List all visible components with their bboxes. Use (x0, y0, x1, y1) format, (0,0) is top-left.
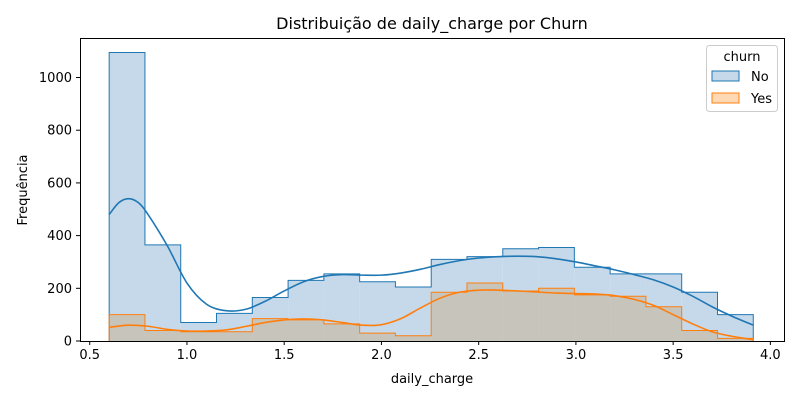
bar-overlap (538, 288, 575, 341)
bar-overlap (395, 335, 432, 341)
y-tick-label: 400 (47, 229, 72, 244)
bar-overlap (681, 330, 718, 341)
bar-overlap (288, 319, 324, 341)
x-axis-label: daily_charge (391, 372, 473, 387)
legend-label-no: No (751, 70, 769, 85)
legend: churn No Yes (706, 45, 778, 112)
x-tick-label: 4.0 (760, 348, 781, 363)
bar-no (395, 286, 432, 341)
x-tick-label: 1.0 (177, 348, 198, 363)
bar-overlap (467, 283, 503, 341)
bar-overlap (359, 333, 396, 341)
bar-no (359, 281, 396, 341)
plot-area (108, 51, 754, 341)
legend-title: churn (724, 50, 761, 65)
x-tick-label: 1.5 (274, 348, 295, 363)
y-tick-label: 0 (64, 335, 72, 350)
kde-line-yes (109, 289, 754, 341)
bar-no (109, 52, 145, 341)
chart-title: Distribuição de daily_charge por Churn (276, 14, 588, 34)
legend-swatch-yes (711, 92, 740, 104)
x-tick-label: 2.5 (468, 348, 489, 363)
y-tick-label: 600 (47, 176, 72, 191)
bar-overlap (717, 338, 754, 341)
y-axis: 0 200 400 600 800 1000 (39, 71, 80, 350)
x-tick-label: 3.0 (566, 348, 587, 363)
bar-overlap (610, 296, 646, 341)
bar-overlap (323, 323, 360, 341)
y-tick-label: 800 (47, 124, 72, 139)
histogram-outline-yes (108, 282, 754, 341)
x-axis: 0.5 1.0 1.5 2.0 2.5 3.0 3.5 4.0 (79, 341, 781, 363)
bar-overlap (180, 331, 217, 341)
bar-overlap (109, 314, 145, 341)
x-tick-label: 3.5 (663, 348, 684, 363)
legend-label-yes: Yes (750, 92, 772, 107)
kde-line-no (108, 197, 754, 326)
bar-overlap (431, 292, 468, 341)
bar-overlap (252, 318, 289, 341)
bar-overlap (216, 331, 253, 341)
plot-frame (80, 38, 785, 342)
y-tick-label: 200 (47, 282, 72, 297)
x-tick-label: 2.0 (371, 348, 392, 363)
bar-overlap (645, 306, 682, 341)
bar-overlap (574, 294, 611, 341)
bar-overlap (144, 330, 181, 341)
histogram-outline-no (108, 51, 754, 341)
y-axis-label: Frequência (16, 154, 31, 225)
bar-overlap (502, 290, 539, 341)
legend-swatch-no (711, 70, 740, 82)
x-tick-label: 0.5 (79, 348, 100, 363)
y-tick-label: 1000 (39, 71, 72, 86)
